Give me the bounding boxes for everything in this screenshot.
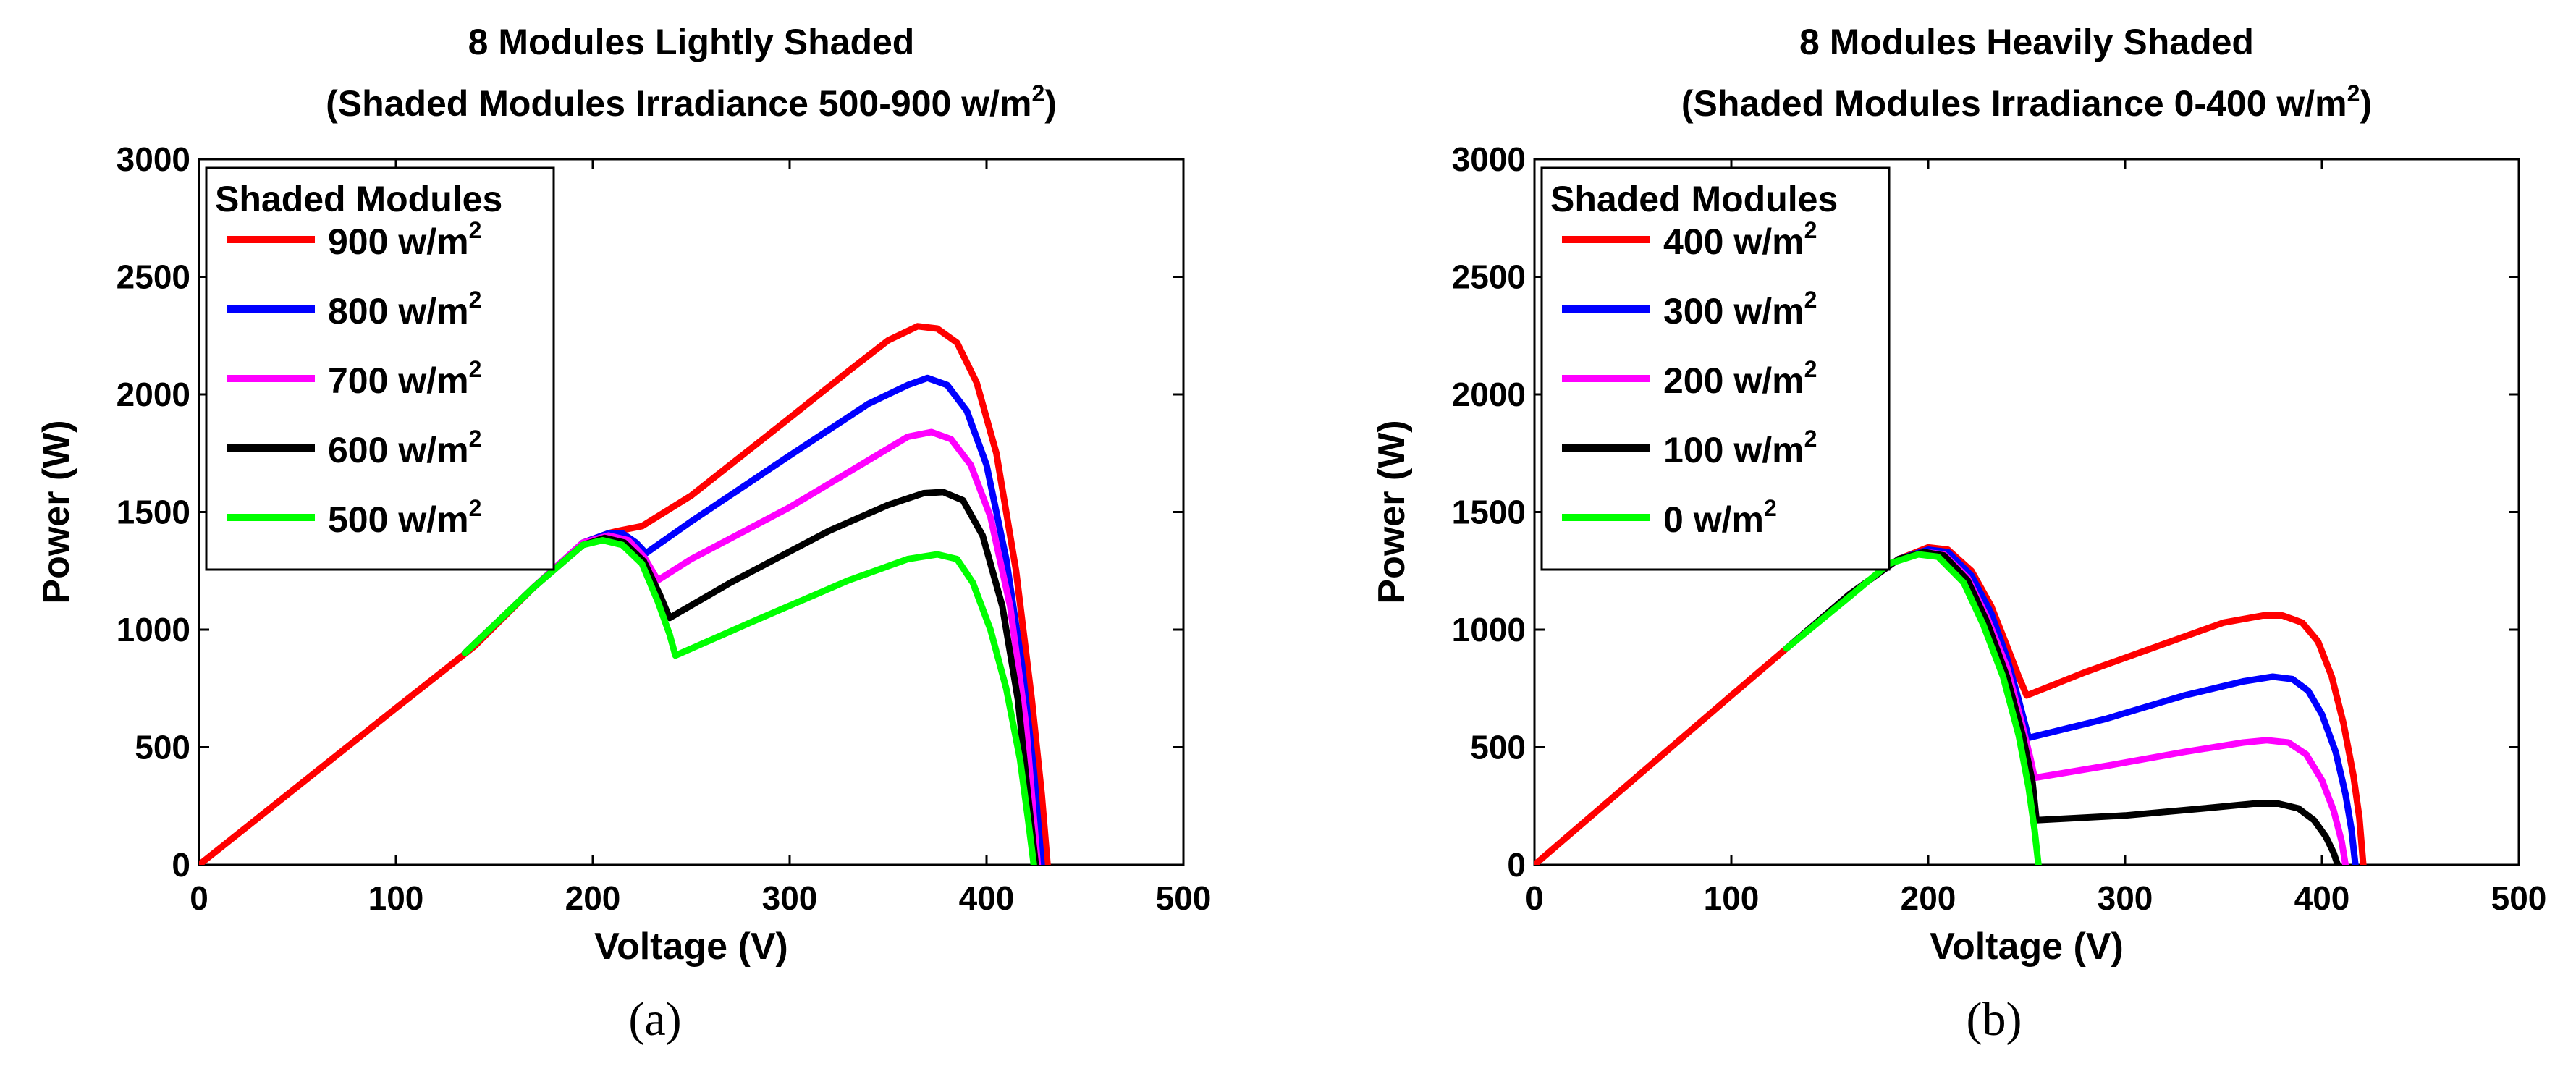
y-tick-label: 3000 xyxy=(117,140,190,178)
legend-item-label: 800 w/m xyxy=(328,291,469,331)
y-tick-label: 1000 xyxy=(1452,611,1526,648)
x-tick-label: 0 xyxy=(1525,879,1544,917)
legend-item-sup: 2 xyxy=(1804,356,1817,382)
legend-item-sup: 2 xyxy=(1804,217,1817,243)
legend-item-1: 300 w/m2 xyxy=(1663,287,1817,331)
x-tick-label: 300 xyxy=(2098,879,2153,917)
y-tick-label: 2500 xyxy=(117,258,190,296)
figure-caption: (b) xyxy=(1967,993,2022,1046)
legend-item-sup: 2 xyxy=(1764,495,1777,521)
x-tick-label: 400 xyxy=(959,879,1015,917)
chart-subtitle-sup: 2 xyxy=(2347,80,2360,106)
y-tick-label: 500 xyxy=(1470,729,1526,766)
legend-item-sup: 2 xyxy=(1804,426,1817,452)
chart-a: 8 Modules Lightly Shaded (Shaded Modules … xyxy=(35,22,1211,1046)
x-tick-label: 200 xyxy=(1901,879,1956,917)
x-tick-label: 200 xyxy=(565,879,621,917)
series-line-3 xyxy=(1783,549,2341,865)
legend-item-4: 500 w/m2 xyxy=(328,495,481,540)
legend-item-label: 0 w/m xyxy=(1663,499,1764,540)
legend-item-sup: 2 xyxy=(469,287,482,313)
legend-item-sup: 2 xyxy=(469,426,482,452)
x-tick-label: 0 xyxy=(190,879,208,917)
y-tick-label: 2500 xyxy=(1452,258,1526,296)
x-tick-label: 100 xyxy=(368,879,424,917)
legend-item-label: 300 w/m xyxy=(1663,291,1804,331)
figure-caption: (a) xyxy=(628,993,681,1046)
y-tick-label: 2000 xyxy=(117,376,190,413)
legend-item-2: 200 w/m2 xyxy=(1663,356,1817,401)
legend-item-label: 400 w/m xyxy=(1663,221,1804,262)
chart-subtitle-close: ) xyxy=(1044,83,1057,124)
chart-subtitle: (Shaded Modules Irradiance 0-400 w/m2) xyxy=(1681,80,2372,124)
chart-subtitle-sup: 2 xyxy=(1031,80,1044,106)
y-tick-label: 1500 xyxy=(117,494,190,531)
x-tick-label: 100 xyxy=(1704,879,1760,917)
series-line-0 xyxy=(1534,544,2367,865)
chart-title: 8 Modules Heavily Shaded xyxy=(1799,22,2254,62)
x-axis-label: Voltage (V) xyxy=(1930,926,2124,968)
y-axis-label: Power (W) xyxy=(35,420,77,604)
y-tick-label: 1500 xyxy=(1452,494,1526,531)
legend-title: Shaded Modules xyxy=(1550,179,1838,219)
y-tick-label: 1000 xyxy=(117,611,190,648)
legend-item-1: 800 w/m2 xyxy=(328,287,481,331)
legend-item-label: 500 w/m xyxy=(328,499,469,540)
legend-item-sup: 2 xyxy=(469,217,482,243)
legend-item-sup: 2 xyxy=(469,356,482,382)
y-tick-label: 2000 xyxy=(1452,376,1526,413)
legend-title: Shaded Modules xyxy=(215,179,502,219)
x-axis-label: Voltage (V) xyxy=(594,926,788,968)
x-tick-label: 500 xyxy=(1156,879,1212,917)
chart-subtitle-close: ) xyxy=(2360,83,2372,124)
legend-item-label: 700 w/m xyxy=(328,360,469,401)
legend-item-3: 100 w/m2 xyxy=(1663,426,1817,470)
series-line-4 xyxy=(1783,551,2042,865)
chart-title: 8 Modules Lightly Shaded xyxy=(468,22,915,62)
y-tick-label: 0 xyxy=(172,846,190,884)
y-tick-label: 500 xyxy=(135,729,190,766)
series-group xyxy=(199,323,1051,865)
legend-item-4: 0 w/m2 xyxy=(1663,495,1777,540)
series-group xyxy=(1534,544,2367,865)
y-axis-label: Power (W) xyxy=(1371,420,1413,604)
legend-item-3: 600 w/m2 xyxy=(328,426,481,470)
legend-item-label: 100 w/m xyxy=(1663,430,1804,470)
legend-item-label: 600 w/m xyxy=(328,430,469,470)
legend-box xyxy=(1540,166,1891,571)
chart-b: 8 Modules Heavily Shaded (Shaded Modules … xyxy=(1371,22,2546,1046)
legend-item-label: 200 w/m xyxy=(1663,360,1804,401)
legend-item-sup: 2 xyxy=(1804,287,1817,313)
legend-item-2: 700 w/m2 xyxy=(328,356,481,401)
chart-subtitle-text: (Shaded Modules Irradiance 0-400 w/m xyxy=(1681,83,2347,124)
chart-subtitle-text: (Shaded Modules Irradiance 500-900 w/m xyxy=(326,83,1031,124)
chart-subtitle: (Shaded Modules Irradiance 500-900 w/m2) xyxy=(326,80,1057,124)
legend-item-0: 900 w/m2 xyxy=(328,217,481,262)
y-tick-label: 3000 xyxy=(1452,140,1526,178)
x-tick-label: 500 xyxy=(2491,879,2547,917)
legend-item-label: 900 w/m xyxy=(328,221,469,262)
legend-box xyxy=(205,166,555,571)
y-tick-label: 0 xyxy=(1507,846,1526,884)
legend-item-sup: 2 xyxy=(469,495,482,521)
legend-item-0: 400 w/m2 xyxy=(1663,217,1817,262)
x-tick-label: 400 xyxy=(2294,879,2350,917)
series-line-4 xyxy=(461,537,1037,865)
x-tick-label: 300 xyxy=(762,879,818,917)
